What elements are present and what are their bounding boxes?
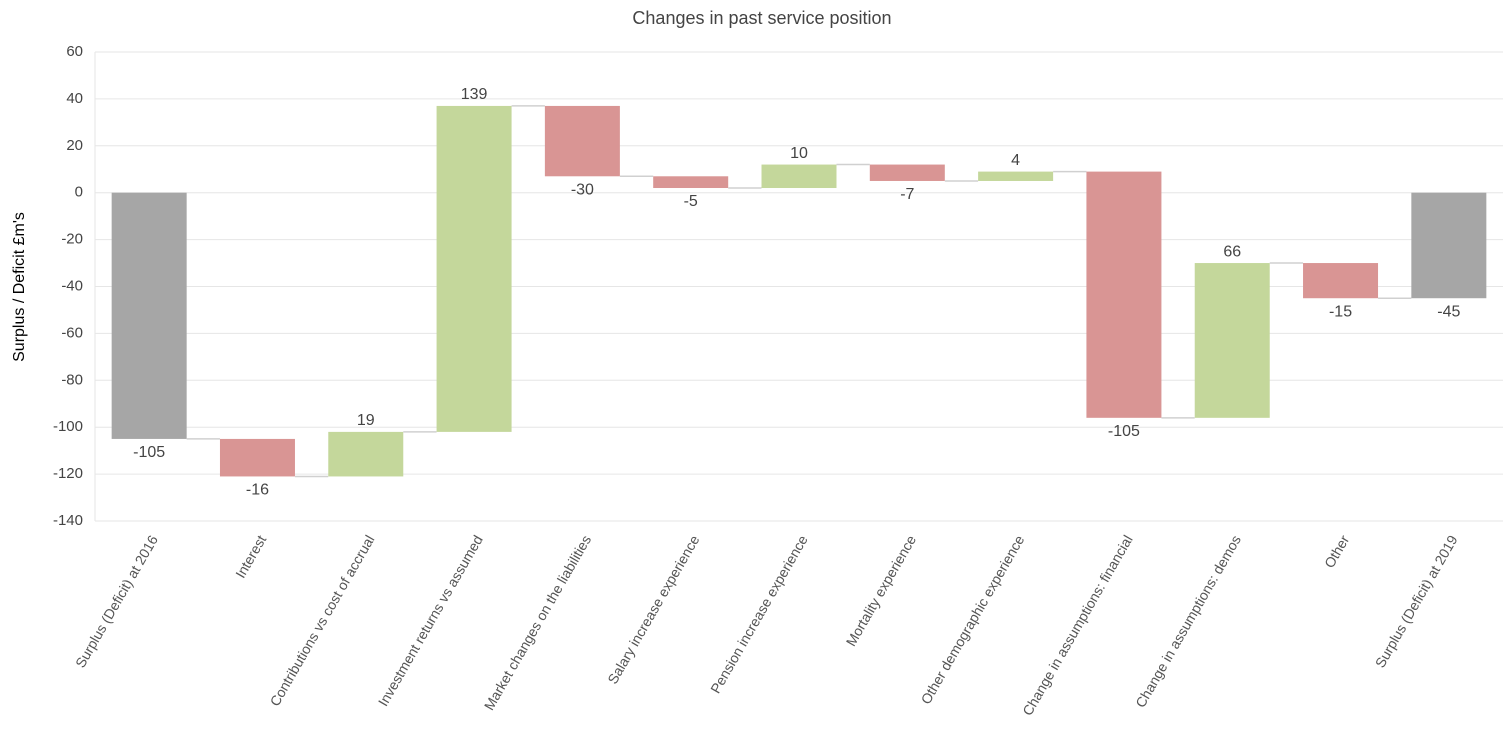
bar [1086,171,1162,418]
bar [869,164,945,181]
x-tick-label: Salary increase experience [604,532,702,686]
x-tick-label: Surplus (Deficit) at 2019 [1372,532,1461,670]
bar [978,171,1054,181]
x-tick-label: Surplus (Deficit) at 2016 [72,532,161,670]
data-label: -7 [900,186,914,203]
y-tick-label: -100 [53,418,83,435]
data-label: 19 [357,412,375,429]
x-tick-label: Change in assumptions: demos [1132,532,1244,710]
y-tick-label: 60 [66,43,83,60]
data-label: 139 [461,86,488,103]
x-tick-label: Investment returns vs assumed [375,532,486,708]
bar [328,431,404,477]
x-tick-label: Interest [232,532,269,581]
data-label: 10 [790,145,808,162]
x-tick-label: Pension increase experience [707,532,811,696]
x-tick-label: Mortality experience [843,532,920,649]
x-tick-label: Other [1321,532,1353,571]
bar [1194,263,1270,418]
x-tick-label: Change in assumptions: financial [1019,532,1136,718]
data-label: -105 [133,444,165,461]
x-tick-label: Market changes on the liabilities [481,532,594,713]
data-label: 4 [1011,152,1020,169]
bar [653,176,729,189]
bar [761,164,837,189]
y-axis-title: Surplus / Deficit £m's [11,212,28,362]
bar [436,105,512,432]
y-tick-label: -120 [53,465,83,482]
bar [219,438,295,477]
bar [1303,263,1379,299]
y-tick-label: 0 [75,184,83,201]
data-label: -45 [1437,303,1460,320]
y-tick-label: 20 [66,137,83,154]
bar [544,105,620,177]
data-label: 66 [1223,243,1241,260]
x-tick-label: Other demographic experience [917,532,1027,707]
y-tick-label: -60 [61,324,83,341]
y-tick-label: -20 [61,231,83,248]
y-tick-label: -40 [61,277,83,294]
y-tick-label: 40 [66,90,83,107]
data-label: -16 [246,482,269,499]
chart-title: Changes in past service position [632,8,891,28]
data-label: -30 [571,182,594,199]
data-label: -5 [684,193,698,210]
x-tick-label: Contributions vs cost of accrual [266,532,377,708]
y-tick-label: -140 [53,512,83,529]
bar [1411,192,1487,299]
data-label: -15 [1329,303,1352,320]
bar [111,192,187,439]
y-tick-label: -80 [61,371,83,388]
data-label: -105 [1108,423,1140,440]
